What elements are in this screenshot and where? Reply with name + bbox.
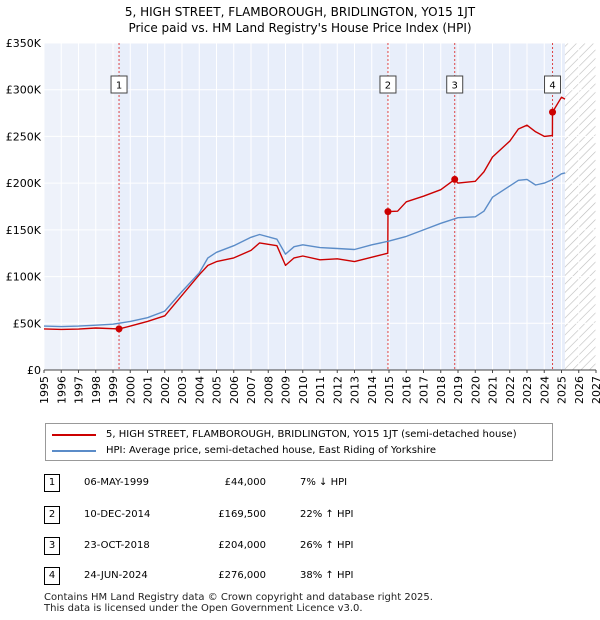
sale-hpi-diff: 7% ↓ HPI: [300, 477, 348, 488]
transaction-label: 2: [385, 81, 391, 92]
x-tick-label: 2007: [245, 376, 258, 404]
x-tick-label: 2017: [418, 376, 431, 404]
y-tick-label: £350K: [6, 37, 42, 50]
x-tick-label: 2022: [504, 376, 517, 404]
x-tick-label: 2003: [176, 376, 189, 404]
y-tick-label: £200K: [6, 177, 42, 190]
y-tick-label: £250K: [6, 130, 42, 143]
x-tick-label: 2006: [228, 376, 241, 404]
table-row: 2 10-DEC-2014 £169,500 22% ↑ HPI: [0, 506, 600, 524]
transaction-point: [549, 108, 557, 116]
transaction-label: 3: [452, 81, 458, 92]
footer-licence: This data is licensed under the Open Gov…: [44, 603, 363, 614]
transaction-point: [451, 175, 459, 183]
x-tick-label: 1995: [38, 376, 51, 404]
sale-hpi-diff: 26% ↑ HPI: [300, 540, 354, 551]
sale-price: £276,000: [218, 570, 266, 581]
transaction-point: [115, 325, 123, 333]
sale-date: 24-JUN-2024: [84, 570, 148, 581]
x-tick-label: 2011: [314, 376, 327, 404]
x-tick-label: 2002: [159, 376, 172, 404]
table-row: 1 06-MAY-1999 £44,000 7% ↓ HPI: [0, 474, 600, 492]
x-tick-label: 2023: [521, 376, 534, 404]
series-line-property: [43, 96, 566, 331]
y-tick-label: £50K: [13, 317, 42, 330]
sale-price: £44,000: [224, 477, 266, 488]
chart-title-line1: 5, HIGH STREET, FLAMBOROUGH, BRIDLINGTON…: [124, 5, 476, 19]
chart-title: 5, HIGH STREET, FLAMBOROUGH, BRIDLINGTON…: [0, 4, 600, 36]
legend-label-hpi: HPI: Average price, semi-detached house,…: [106, 445, 437, 456]
sale-hpi-diff: 22% ↑ HPI: [300, 509, 354, 520]
x-tick-label: 2013: [349, 376, 362, 404]
footer: Contains HM Land Registry data © Crown c…: [44, 592, 433, 614]
y-tick-label: £100K: [6, 271, 42, 284]
x-tick-label: 2000: [124, 376, 137, 404]
price-chart: £0 £50K £100K £150K £200K £250K £300K £350K 1995…: [6, 37, 600, 404]
x-tick-label: 2020: [469, 376, 482, 404]
x-tick-label: 2026: [573, 376, 586, 404]
transaction-label-box: [544, 75, 562, 94]
transaction-label-box: [446, 75, 464, 94]
x-tick-label: 2019: [452, 376, 465, 404]
sale-price: £204,000: [218, 540, 266, 551]
x-tick-label: 2027: [590, 376, 600, 404]
x-tick-label: 2016: [400, 376, 413, 404]
sale-number: 1: [44, 474, 60, 492]
transaction-point: [384, 208, 392, 216]
x-tick-label: 2008: [262, 376, 275, 404]
footer-copyright: Contains HM Land Registry data © Crown c…: [44, 592, 433, 603]
transaction-label-box: [110, 75, 128, 94]
ownership-shade: [119, 43, 565, 370]
sale-date: 23-OCT-2018: [84, 540, 150, 551]
legend-swatch-red: [52, 434, 96, 436]
transaction-label: 1: [116, 81, 122, 92]
table-row: 3 23-OCT-2018 £204,000 26% ↑ HPI: [0, 537, 600, 555]
chart-title-line2: Price paid vs. HM Land Registry's House …: [128, 21, 472, 35]
x-tick-label: 2009: [280, 376, 293, 404]
x-tick-label: 1999: [107, 376, 120, 404]
transaction-label: 4: [549, 81, 555, 92]
legend-label-property: 5, HIGH STREET, FLAMBOROUGH, BRIDLINGTON…: [106, 429, 517, 440]
sale-number: 3: [44, 537, 60, 555]
y-tick-label: £0: [27, 364, 41, 377]
x-tick-label: 2004: [193, 376, 206, 404]
x-tick-label: 2014: [366, 376, 379, 404]
series-line-hpi: [43, 172, 566, 328]
x-tick-label: 2005: [211, 376, 224, 404]
x-tick-label: 2018: [435, 376, 448, 404]
y-tick-label: £300K: [6, 84, 42, 97]
sale-number: 2: [44, 506, 60, 524]
sale-number: 4: [44, 567, 60, 585]
sale-price: £169,500: [218, 509, 266, 520]
x-tick-label: 2001: [142, 376, 155, 404]
x-tick-label: 2024: [538, 376, 551, 404]
x-tick-label: 1997: [73, 376, 86, 404]
x-tick-label: 1998: [90, 376, 103, 404]
future-hatch: [564, 43, 596, 370]
y-tick-label: £150K: [6, 224, 42, 237]
sale-date: 10-DEC-2014: [84, 509, 151, 520]
table-row: 4 24-JUN-2024 £276,000 38% ↑ HPI: [0, 567, 600, 585]
sale-date: 06-MAY-1999: [84, 477, 150, 488]
x-tick-label: 2010: [297, 376, 310, 404]
transaction-label-box: [379, 75, 397, 94]
sale-hpi-diff: 38% ↑ HPI: [300, 570, 354, 581]
legend-swatch-blue: [52, 450, 96, 452]
legend: 5, HIGH STREET, FLAMBOROUGH, BRIDLINGTON…: [45, 423, 553, 461]
x-tick-label: 2025: [556, 376, 569, 404]
x-tick-label: 2015: [383, 376, 396, 404]
x-tick-label: 1996: [55, 376, 68, 404]
x-tick-label: 2021: [487, 376, 500, 404]
x-tick-label: 2012: [331, 376, 344, 404]
